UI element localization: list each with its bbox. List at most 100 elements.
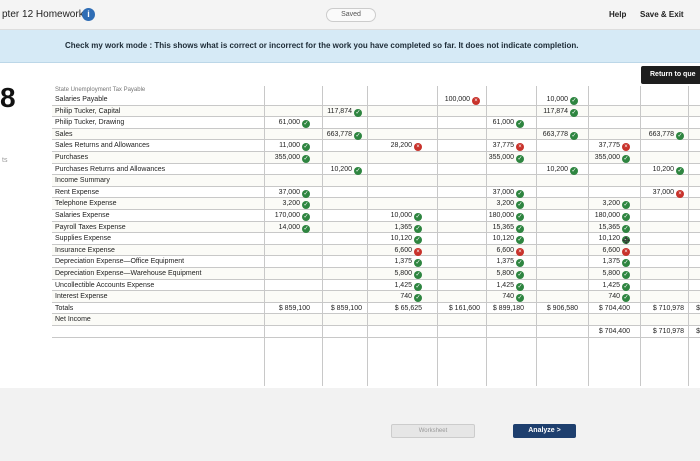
amount-input-bs-dr[interactable]: $: [640, 326, 700, 338]
amount-input-adj-cr[interactable]: $ 161,600: [420, 303, 480, 315]
amount-input-atb-dr[interactable]: 10,120: [464, 233, 524, 245]
amount-value: 740: [502, 293, 514, 301]
amount-value: 117,874: [543, 107, 568, 115]
amount-value: 1,425: [496, 281, 514, 289]
amount-input-is-dr[interactable]: 6,600: [570, 245, 630, 257]
amount-input-atb-dr[interactable]: 37,000: [464, 187, 524, 199]
amount-input-atb-dr[interactable]: 37,775: [464, 140, 524, 152]
amount-input-is-dr[interactable]: 5,800: [570, 268, 630, 280]
info-icon[interactable]: i: [82, 8, 95, 21]
amount-input-adj-dr[interactable]: 1,375: [362, 256, 422, 268]
amount-input-is-dr[interactable]: 180,000: [570, 210, 630, 222]
amount-input-adj-dr[interactable]: 1,365: [362, 222, 422, 234]
amount-input-is-cr[interactable]: $ 710,978: [624, 326, 684, 338]
amount-value: 10,200: [546, 165, 568, 173]
amount-input-is-cr[interactable]: $ 710,978: [624, 303, 684, 315]
worksheet-prev-button[interactable]: Worksheet: [391, 424, 475, 438]
help-button[interactable]: Help: [609, 10, 627, 19]
amount-input-tb-dr[interactable]: 3,200: [250, 198, 310, 210]
amount-input-is-cr[interactable]: 663,778: [624, 129, 684, 141]
amount-input-atb-cr[interactable]: 663,778: [518, 129, 578, 141]
amount-input-atb-dr[interactable]: 5,800: [464, 268, 524, 280]
amount-input-adj-dr[interactable]: $ 65,625: [362, 303, 422, 315]
amount-input-is-dr[interactable]: $ 704,400: [570, 303, 630, 315]
amount-input-atb-dr[interactable]: 6,600: [464, 245, 524, 257]
correct-check-icon: [622, 201, 630, 210]
amount-input-adj-dr[interactable]: 10,000: [362, 210, 422, 222]
amount-input-tb-dr[interactable]: $ 859,100: [250, 303, 310, 315]
correct-check-icon: [516, 271, 524, 279]
account-name: Totals: [55, 304, 74, 312]
amount-input-atb-dr[interactable]: 740: [464, 291, 524, 303]
amount-input-atb-dr[interactable]: 1,425: [464, 280, 524, 292]
amount-input-atb-dr[interactable]: $ 899,180: [464, 303, 524, 315]
amount-input-tb-dr[interactable]: 37,000: [250, 187, 310, 199]
amount-input-atb-dr[interactable]: 355,000: [464, 152, 524, 164]
account-name: Payroll Taxes Expense: [55, 223, 126, 231]
correct-check-icon: [354, 166, 362, 175]
amount-value: 180,000: [488, 212, 514, 219]
amount-input-tb-dr[interactable]: 61,000: [250, 117, 310, 129]
amount-value: 740: [608, 293, 620, 301]
account-name: Net Income: [55, 316, 91, 324]
amount-input-is-cr[interactable]: 37,000: [624, 187, 684, 199]
correct-check-icon: [622, 271, 630, 279]
amount-input-adj-dr[interactable]: 6,600: [362, 245, 422, 257]
amount-input-is-cr[interactable]: 10,200: [624, 164, 684, 176]
amount-input-atb-dr[interactable]: 180,000: [464, 210, 524, 222]
correct-check-icon: [354, 108, 362, 117]
amount-input-atb-dr[interactable]: 15,365: [464, 222, 524, 234]
amount-input-atb-cr[interactable]: $ 906,580: [518, 303, 578, 315]
amount-input-tb-dr[interactable]: 355,000: [250, 152, 310, 164]
correct-check-icon: [414, 213, 422, 221]
amount-input-adj-dr[interactable]: 740: [362, 291, 422, 303]
amount-input-is-dr[interactable]: 740: [570, 291, 630, 303]
amount-input-atb-dr[interactable]: 1,375: [464, 256, 524, 268]
amount-input-adj-dr[interactable]: 1,425: [362, 280, 422, 292]
correct-check-icon: [676, 131, 684, 140]
amount-input-atb-dr[interactable]: 3,200: [464, 198, 524, 210]
amount-input-tb-dr[interactable]: 170,000: [250, 210, 310, 222]
amount-input-tb-dr[interactable]: 14,000: [250, 222, 310, 234]
correct-check-icon: [414, 259, 422, 268]
account-name: Sales Returns and Allowances: [55, 142, 150, 150]
amount-input-adj-dr[interactable]: 5,800: [362, 268, 422, 280]
amount-input-is-dr[interactable]: 1,375: [570, 256, 630, 268]
correct-check-icon: [516, 259, 524, 268]
amount-value: 170,000: [274, 212, 300, 219]
amount-input-atb-cr[interactable]: 117,874: [518, 106, 578, 118]
amount-input-tb-cr[interactable]: 663,778: [302, 129, 362, 141]
analyze-next-button[interactable]: Analyze >: [513, 424, 576, 438]
worksheet-row: [52, 221, 700, 234]
worksheet-row: [52, 210, 700, 222]
amount-value: 10,120: [390, 235, 412, 243]
amount-input-is-dr[interactable]: 15,365: [570, 222, 630, 234]
amount-input-bs-dr[interactable]: $: [640, 303, 700, 315]
amount-input-adj-dr[interactable]: 28,200: [362, 140, 422, 152]
amount-input-tb-cr[interactable]: 117,874: [302, 106, 362, 118]
incorrect-x-icon: [414, 143, 422, 152]
amount-input-adj-cr[interactable]: 100,000: [420, 94, 480, 106]
correct-check-icon: [516, 236, 524, 245]
correct-check-icon: [516, 224, 524, 233]
amount-input-atb-cr[interactable]: 10,000: [518, 94, 578, 106]
amount-input-adj-dr[interactable]: 10,120: [362, 233, 422, 245]
amount-input-is-dr[interactable]: 10,120: [570, 233, 630, 245]
amount-input-is-dr[interactable]: 37,775: [570, 140, 630, 152]
worksheet-row: [52, 256, 700, 268]
save-exit-button[interactable]: Save & Exit: [640, 10, 684, 19]
amount-value: 1,425: [602, 281, 620, 289]
amount-input-tb-cr[interactable]: 10,200: [302, 164, 362, 176]
amount-input-atb-dr[interactable]: 61,000: [464, 117, 524, 129]
amount-input-is-dr[interactable]: 1,425: [570, 280, 630, 292]
amount-input-tb-dr[interactable]: 11,000: [250, 140, 310, 152]
amount-input-atb-cr[interactable]: 10,200: [518, 164, 578, 176]
amount-input-is-dr[interactable]: 355,000: [570, 152, 630, 164]
return-to-question-button[interactable]: Return to que: [641, 66, 700, 84]
amount-value: 5,800: [602, 270, 620, 277]
column-divider: [264, 86, 265, 386]
amount-input-is-dr[interactable]: 3,200: [570, 198, 630, 210]
worksheet-row: [52, 105, 700, 118]
amount-input-tb-cr[interactable]: $ 859,100: [302, 303, 362, 315]
amount-input-is-dr[interactable]: $ 704,400: [570, 326, 630, 338]
